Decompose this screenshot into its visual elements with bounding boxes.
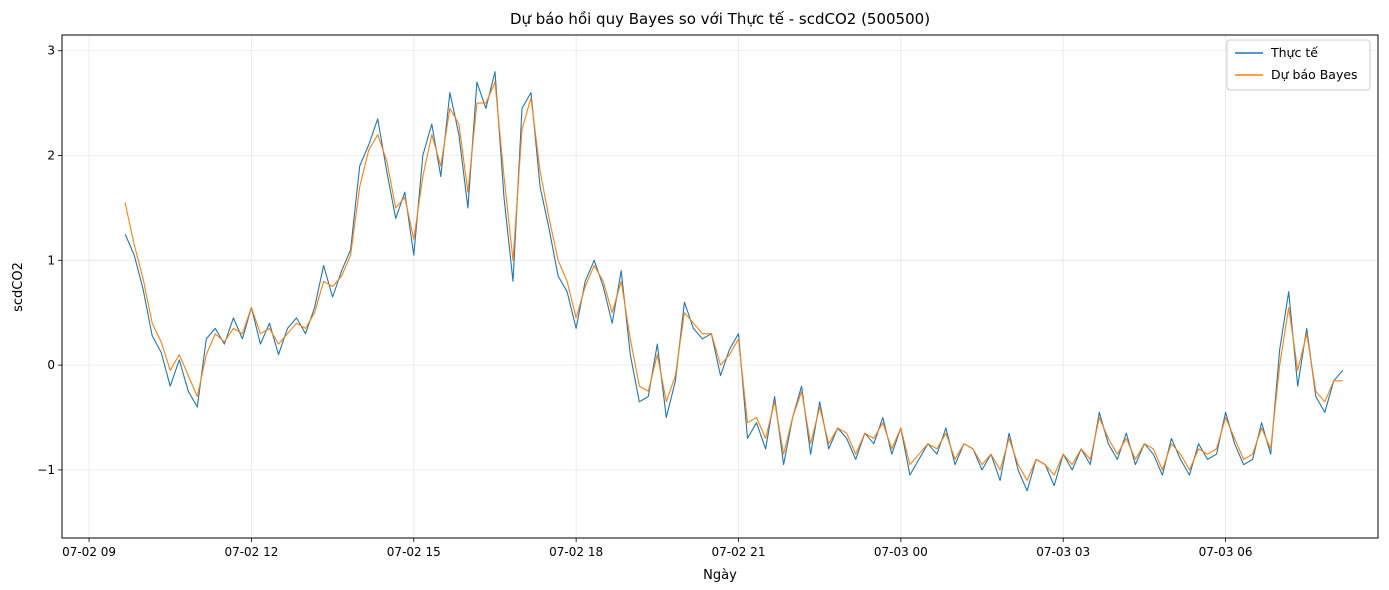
legend: Thực tế Dự báo Bayes [1226, 39, 1371, 91]
series-group [124, 71, 1344, 492]
x-tick-label: 07-02 21 [712, 545, 766, 559]
legend-label-forecast: Dự báo Bayes [1271, 67, 1358, 82]
y-tick-label: 0 [47, 358, 55, 372]
x-tick-label: 07-03 06 [1199, 545, 1253, 559]
y-axis: −1 0 1 2 3 [37, 44, 62, 477]
x-tick-label: 07-02 12 [224, 545, 278, 559]
y-tick-label: −1 [37, 463, 55, 477]
y-axis-label: scdCO2 [11, 262, 26, 312]
plot-frame [61, 34, 1379, 539]
series-line-actual [124, 71, 1344, 492]
x-tick-label: 07-03 00 [874, 545, 928, 559]
x-axis: 07-02 09 07-02 12 07-02 15 07-02 18 07-02 21… [62, 538, 1253, 559]
x-axis-label: Ngày [703, 568, 737, 583]
y-tick-label: 3 [47, 44, 55, 58]
x-tick-label: 07-02 15 [387, 545, 441, 559]
chart-title: Dự báo hồi quy Bayes so với Thực tế - sc… [510, 10, 930, 28]
x-tick-label: 07-02 09 [62, 545, 116, 559]
x-tick-label: 07-02 18 [549, 545, 603, 559]
legend-label-actual: Thực tế [1270, 45, 1318, 60]
series-line-forecast [124, 81, 1343, 481]
y-tick-label: 1 [47, 253, 55, 267]
y-tick-label: 2 [47, 149, 55, 163]
grid [62, 35, 1378, 538]
x-tick-label: 07-03 03 [1036, 545, 1090, 559]
